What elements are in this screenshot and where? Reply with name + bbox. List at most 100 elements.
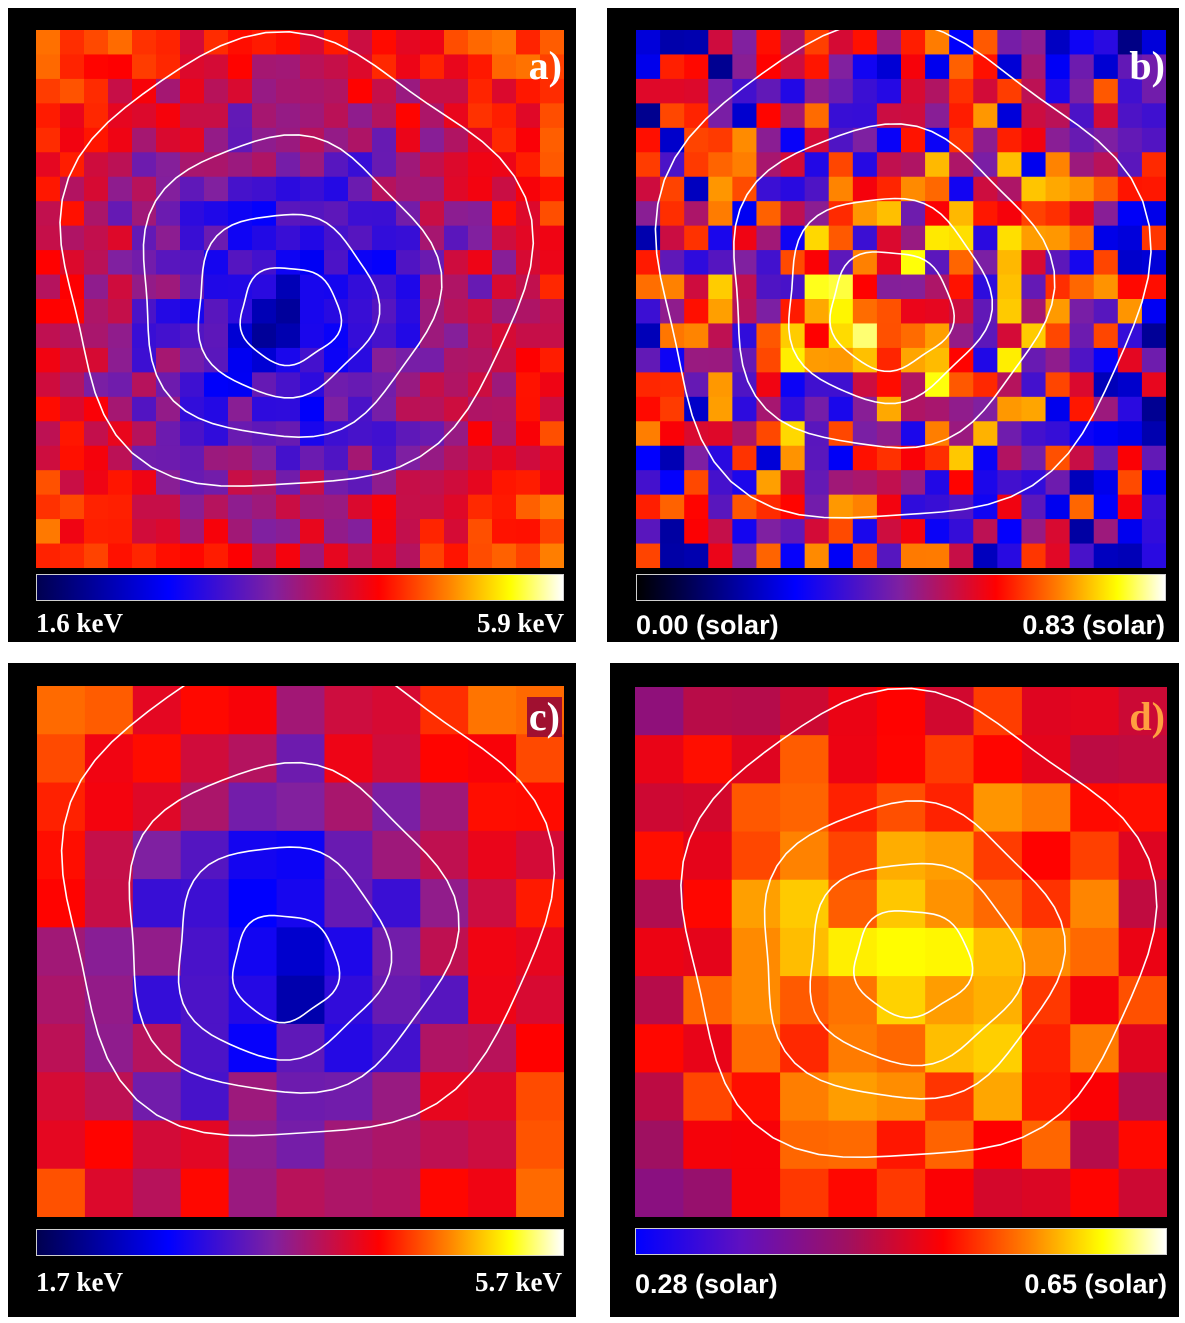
map-b-pixel — [732, 396, 758, 422]
map-a-pixel — [132, 543, 157, 568]
map-d-pixel — [731, 783, 781, 833]
map-b-pixel — [1117, 396, 1143, 422]
map-a-pixel — [276, 396, 301, 422]
map-a-pixel — [108, 30, 133, 56]
map-a-pixel — [492, 30, 517, 56]
map-a-pixel — [444, 445, 469, 471]
map-b-pixel — [1021, 127, 1047, 153]
map-a-pixel — [324, 372, 349, 398]
map-a-pixel — [252, 78, 277, 104]
map-b-pixel — [732, 323, 758, 349]
map-a-pixel — [324, 201, 349, 227]
map-b-pixel — [901, 470, 926, 496]
map-a-pixel — [396, 519, 421, 545]
map-b-pixel — [901, 54, 926, 80]
map-a-pixel — [516, 78, 541, 104]
map-b-pixel — [828, 396, 854, 422]
map-a-pixel — [372, 299, 397, 325]
map-a-pixel — [108, 201, 133, 227]
map-b-pixel — [925, 470, 950, 496]
map-c-pixel — [324, 734, 373, 784]
map-a-pixel — [156, 396, 181, 422]
map-a-pixel — [444, 225, 469, 251]
map-a-pixel — [132, 176, 157, 202]
map-a-pixel — [204, 54, 229, 80]
map-a-pixel — [540, 152, 564, 178]
map-a-contour — [197, 213, 381, 399]
map-b-pixel — [1093, 201, 1119, 227]
map-c-pixel — [420, 927, 469, 977]
map-d-pixel — [1021, 1072, 1071, 1122]
map-a-pixel — [36, 103, 61, 129]
map-a-pixel — [252, 201, 277, 227]
map-a-pixel — [396, 372, 421, 398]
map-a-pixel — [468, 519, 493, 545]
map-c-pixel — [276, 927, 326, 977]
map-b-pixel — [684, 323, 709, 349]
map-a-pixel — [516, 30, 541, 56]
map-c-pixel — [228, 1168, 278, 1217]
map-a-pixel — [132, 323, 157, 349]
map-c-pixel — [468, 830, 517, 880]
map-b-pixel — [973, 176, 998, 202]
map-b-pixel — [973, 152, 998, 178]
map-b-pixel — [1021, 519, 1047, 545]
map-a-pixel — [108, 323, 133, 349]
map-c-pixel — [84, 1120, 134, 1170]
map-c-pixel — [37, 782, 86, 832]
map-b-pixel — [804, 299, 830, 325]
map-a-pixel — [300, 225, 325, 251]
map-a-pixel — [180, 421, 205, 447]
map-a-pixel — [468, 152, 493, 178]
map-d-pixel — [828, 831, 878, 881]
map-c-pixel — [516, 1168, 564, 1217]
map-b-pixel — [1141, 299, 1166, 325]
map-a-pixel — [372, 127, 397, 153]
map-a-pixel — [396, 421, 421, 447]
map-d-pixel — [925, 1072, 975, 1122]
map-d-pixel — [731, 687, 781, 736]
map-d-pixel — [1118, 735, 1167, 784]
map-a-svg — [36, 30, 564, 568]
colorbar-a — [36, 574, 564, 601]
map-a-pixel — [540, 421, 564, 447]
map-b-pixel — [1117, 78, 1143, 104]
map-d-pixel — [973, 976, 1023, 1025]
map-d-pixel — [731, 927, 781, 977]
map-a-pixel — [204, 176, 229, 202]
map-b-pixel — [1117, 176, 1143, 202]
map-a-pixel — [252, 494, 277, 520]
map-a-pixel — [108, 176, 133, 202]
map-b-pixel — [1069, 225, 1095, 251]
map-a-pixel — [252, 274, 277, 300]
map-a-pixel — [324, 519, 349, 545]
map-a-pixel — [396, 274, 421, 300]
map-a-pixel — [252, 225, 277, 251]
map-c-pixel — [37, 686, 86, 735]
map-a-pixel — [156, 519, 181, 545]
map-a-pixel — [132, 519, 157, 545]
map-b-pixel — [1069, 347, 1095, 373]
map-c-pixel — [324, 686, 373, 735]
map-a-pixel — [228, 78, 253, 104]
map-a-pixel — [444, 274, 469, 300]
map-b-pixel — [756, 103, 782, 129]
map-a-pixel — [396, 225, 421, 251]
map-d-pixel — [828, 783, 878, 833]
map-a-pixel — [396, 347, 421, 373]
map-a-pixel — [516, 494, 541, 520]
map-d-pixel — [1070, 879, 1120, 929]
map-b-pixel — [997, 201, 1023, 227]
map-b-pixel — [756, 543, 782, 568]
map-a-pixel — [444, 78, 469, 104]
map-b-pixel — [756, 494, 782, 520]
map-a-pixel — [228, 30, 253, 56]
map-b-pixel — [732, 299, 758, 325]
map-b-pixel — [732, 103, 758, 129]
map-b-pixel — [828, 445, 854, 471]
map-b-pixel — [732, 78, 758, 104]
map-b-pixel — [901, 421, 926, 447]
map-b-pixel — [997, 30, 1023, 56]
map-a-pixel — [300, 543, 325, 568]
map-b-pixel — [1045, 445, 1071, 471]
